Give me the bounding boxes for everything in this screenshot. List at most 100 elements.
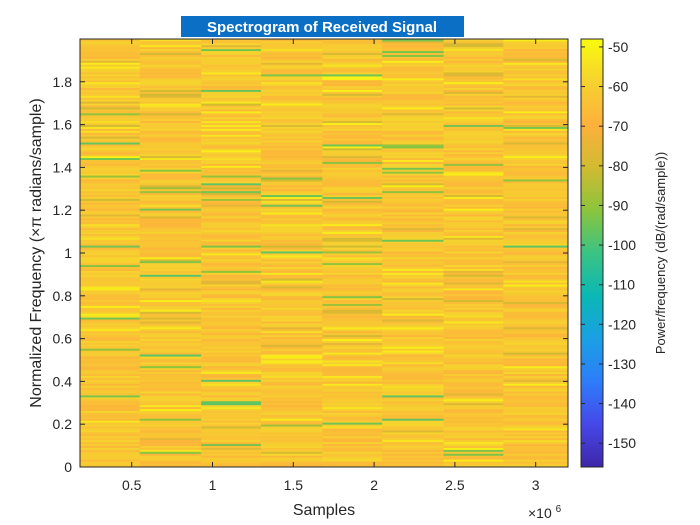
heatmap-cell: [382, 305, 444, 308]
heatmap-cell: [382, 93, 444, 96]
heatmap-cell: [503, 212, 569, 215]
heatmap-cell: [260, 363, 323, 367]
heatmap-cell: [322, 412, 383, 415]
heatmap-cell: [139, 155, 202, 159]
heatmap-cell: [443, 177, 504, 180]
heatmap-cell: [322, 50, 383, 54]
heatmap-cell: [201, 288, 262, 291]
heatmap-cell: [382, 146, 444, 149]
heatmap-cell: [201, 225, 262, 229]
heatmap-cell: [80, 235, 141, 238]
heatmap-cell: [322, 461, 383, 464]
heatmap-cell: [201, 323, 262, 326]
heatmap-cell: [260, 155, 323, 159]
heatmap-cell: [260, 338, 323, 341]
heatmap-cell: [503, 264, 569, 268]
heatmap-cell: [322, 202, 383, 205]
heatmap-cell: [503, 319, 569, 322]
heatmap-cell: [260, 99, 323, 102]
heatmap-cell: [382, 112, 444, 116]
heatmap-cell: [382, 128, 444, 131]
heatmap-cell: [80, 416, 141, 419]
heatmap-cell: [80, 77, 141, 81]
heatmap-cell: [503, 272, 569, 275]
heatmap-cell: [80, 112, 141, 116]
heatmap-cell: [201, 120, 262, 124]
heatmap-cell: [139, 367, 202, 371]
heatmap-cell: [382, 441, 444, 445]
heatmap-cell: [382, 461, 444, 464]
heatmap-cell: [382, 107, 444, 110]
heatmap-cell: [382, 375, 444, 378]
heatmap-cell: [260, 457, 323, 460]
heatmap-cell: [139, 352, 202, 355]
heatmap-cell: [201, 196, 262, 199]
heatmap-cell: [503, 134, 569, 137]
heatmap-cell: [201, 74, 262, 77]
heatmap-cell: [260, 346, 323, 349]
heatmap-cell: [382, 424, 444, 427]
heatmap-cell: [80, 97, 141, 100]
heatmap-cell: [139, 239, 202, 242]
heatmap-cell: [322, 270, 383, 273]
heatmap-cell: [260, 385, 323, 388]
heatmap-cell: [139, 235, 202, 238]
heatmap-cell: [201, 243, 262, 246]
heatmap-cell: [201, 350, 262, 353]
heatmap-cell: [443, 463, 504, 466]
heatmap-cell: [260, 251, 323, 254]
heatmap-cell: [260, 455, 323, 458]
heatmap-cell: [80, 371, 141, 375]
heatmap-cell: [201, 40, 262, 44]
heatmap-cell: [503, 301, 569, 304]
heatmap-cell: [382, 270, 444, 273]
heatmap-cell: [139, 422, 202, 425]
heatmap-cell: [260, 118, 323, 122]
heatmap-cell: [139, 200, 202, 203]
heatmap-cell: [139, 167, 202, 170]
heatmap-cell: [201, 383, 262, 386]
heatmap-cell: [382, 404, 444, 408]
heatmap-cell: [260, 328, 323, 332]
heatmap-cell: [80, 91, 141, 94]
heatmap-cell: [322, 268, 383, 271]
heatmap-cell: [260, 307, 323, 310]
heatmap-cell: [139, 130, 202, 133]
heatmap-cell: [503, 430, 569, 433]
heatmap-cell: [382, 249, 444, 252]
heatmap-cell: [201, 175, 262, 178]
heatmap-cell: [382, 60, 444, 63]
heatmap-cell: [443, 210, 504, 213]
heatmap-cell: [260, 264, 323, 268]
heatmap-cell: [322, 251, 383, 254]
heatmap-cell: [139, 295, 202, 299]
heatmap-cell: [443, 266, 504, 269]
heatmap-cell: [260, 332, 323, 336]
heatmap-cell: [443, 379, 504, 382]
heatmap-cell: [382, 227, 444, 231]
heatmap-cell: [443, 204, 504, 207]
heatmap-cell: [503, 223, 569, 227]
heatmap-cell: [260, 175, 323, 178]
heatmap-cell: [260, 212, 323, 215]
heatmap-cell: [443, 326, 504, 330]
heatmap-cell: [443, 412, 504, 415]
heatmap-cell: [260, 190, 323, 194]
heatmap-cell: [80, 253, 141, 256]
heatmap-cell: [443, 93, 504, 96]
heatmap-cell: [201, 229, 262, 232]
heatmap-cell: [139, 64, 202, 67]
heatmap-cell: [443, 241, 504, 244]
heatmap-cell: [260, 340, 323, 343]
heatmap-cell: [443, 360, 504, 363]
heatmap-cell: [201, 251, 262, 254]
heatmap-cell: [201, 393, 262, 396]
heatmap-cell: [503, 161, 569, 164]
heatmap-cell: [260, 72, 323, 75]
heatmap-cell: [201, 85, 262, 89]
heatmap-cell: [201, 274, 262, 277]
heatmap-cell: [322, 146, 383, 149]
heatmap-cell: [443, 144, 504, 147]
heatmap-cell: [201, 286, 262, 289]
heatmap-cell: [139, 247, 202, 250]
